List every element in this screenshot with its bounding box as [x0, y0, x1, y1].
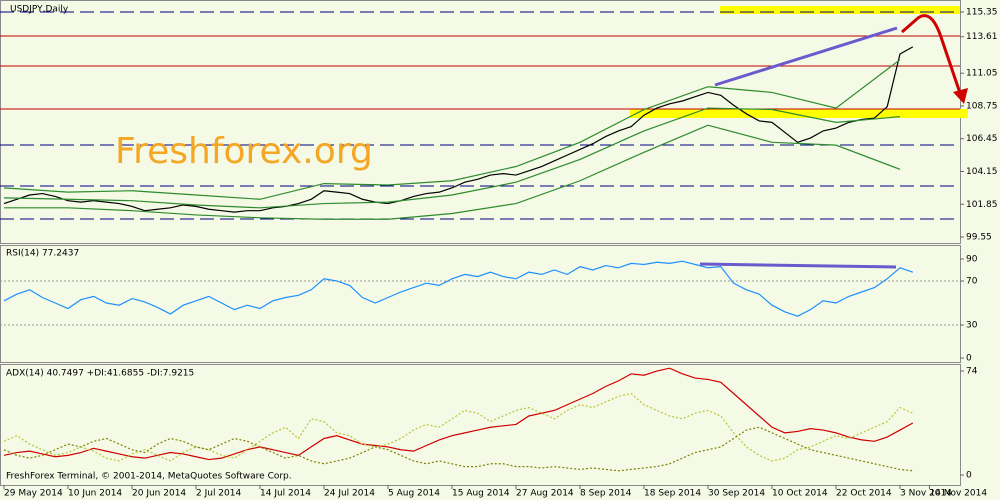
x-tick-label: 20 Jun 2014: [132, 489, 186, 499]
chart-title: USDJPY,Daily: [10, 5, 69, 15]
x-tick-label: 10 Oct 2014: [772, 489, 828, 499]
y-tick-label: 101.85: [966, 200, 998, 210]
panel-frames: [0, 0, 961, 486]
x-tick-label: 27 Aug 2014: [516, 489, 574, 499]
red-levels: [0, 35, 960, 110]
series-line: [3, 392, 914, 462]
rsi-title: RSI(14) 77.2437: [6, 249, 79, 259]
x-tick-label: 14 Jul 2014: [260, 489, 311, 499]
x-tick-label: 2 Jul 2014: [196, 489, 241, 499]
forecast-arrow: [901, 14, 963, 97]
y-tick-label: 0: [966, 471, 972, 481]
rsi-trend-line: [699, 262, 897, 269]
x-tick-label: 29 May 2014: [4, 489, 63, 499]
y-tick-label: 104.15: [966, 167, 998, 177]
series-line: [3, 107, 901, 209]
x-tick-label: 8 Sep 2014: [580, 489, 632, 499]
x-tick-label: 24 Jul 2014: [324, 489, 375, 499]
x-tick-label: 3 Nov 2014: [900, 489, 952, 499]
x-tick-label: 14 Nov 2014: [929, 489, 987, 499]
series-line: [3, 426, 913, 472]
watermark: Freshforex.org: [115, 131, 373, 172]
x-tick-label: 15 Aug 2014: [452, 489, 510, 499]
series-line: [3, 46, 914, 213]
y-tick-label: 115.35: [966, 7, 998, 17]
support-zone: [630, 109, 968, 118]
resistance-zone: [720, 6, 960, 14]
y-tick-label: 0: [966, 354, 972, 364]
y-tick-label: 90: [966, 254, 978, 264]
trend-line: [714, 26, 898, 87]
y-tick-label: 74: [966, 367, 978, 377]
series-line: [3, 367, 914, 461]
series-line: [4, 124, 901, 220]
dashed-levels: [0, 11, 960, 220]
y-tick-label: 99.55: [966, 233, 992, 243]
annotations: [0, 6, 968, 269]
series-line: [3, 59, 901, 200]
x-tick-label: 22 Oct 2014: [836, 489, 892, 499]
x-tick-label: 30 Sep 2014: [708, 489, 765, 499]
y-tick-label: 113.61: [966, 32, 998, 42]
series-line: [3, 260, 913, 317]
rsi-frame: [0, 245, 961, 363]
y-tick-label: 70: [966, 276, 978, 286]
x-tick-label: 10 Jun 2014: [68, 489, 122, 499]
adx-title: ADX(14) 40.7497 +DI:41.6855 -DI:7.9215: [6, 369, 194, 379]
y-tick-label: 106.45: [966, 134, 998, 144]
adx-frame: [0, 364, 961, 486]
price-frame: [0, 0, 961, 244]
x-tick-label: 5 Aug 2014: [388, 489, 440, 499]
footer: FreshForex Terminal, © 2001-2014, MetaQu…: [6, 472, 292, 482]
y-tick-label: 111.05: [966, 69, 998, 79]
y-tick-label: 30: [966, 321, 978, 331]
x-tick-label: 18 Sep 2014: [644, 489, 701, 499]
y-tick-label: 108.75: [966, 101, 998, 111]
arrow-head: [953, 88, 968, 104]
